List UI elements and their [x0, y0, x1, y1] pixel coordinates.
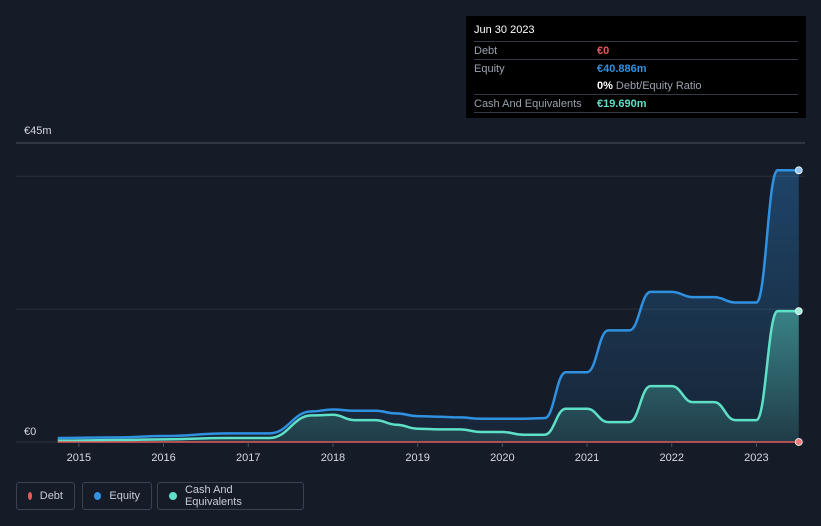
tooltip-ratio-label: Debt/Equity Ratio	[615, 79, 702, 92]
x-tick-label: 2016	[151, 452, 175, 464]
x-tick-label: 2019	[405, 452, 429, 464]
legend-cash-label: Cash And Equivalents	[184, 484, 242, 508]
cash-line	[57, 309, 799, 442]
x-tick-label: 2021	[575, 452, 599, 464]
legend-debt-label: Debt	[39, 490, 63, 502]
x-tick-label: 2023	[744, 452, 768, 464]
debt-dot-icon	[28, 492, 32, 500]
series-areas	[57, 170, 799, 442]
x-tick-label: 2020	[490, 452, 514, 464]
cash-dot-icon	[169, 492, 177, 500]
tooltip-date: Jun 30 2023	[474, 24, 535, 36]
cash-area	[57, 311, 799, 442]
series-lines	[57, 168, 799, 443]
equity-dot-icon	[94, 492, 102, 500]
legend-item-debt[interactable]: Debt	[16, 482, 75, 510]
tooltip-cash-value: €19.690m	[597, 97, 647, 110]
tooltip-row-ratio: 0% Debt/Equity Ratio	[474, 77, 798, 94]
cash-end-point	[794, 307, 803, 316]
x-tick-label: 2015	[67, 452, 91, 464]
x-tick-label: 2017	[236, 452, 260, 464]
end-markers	[794, 166, 803, 446]
tooltip-row-equity: Equity €40.886m	[474, 59, 798, 77]
legend-item-cash[interactable]: Cash And Equivalents	[157, 482, 304, 510]
tooltip-equity-value: €40.886m	[597, 62, 647, 75]
legend-equity-label: Equity	[109, 490, 140, 502]
equity-area	[57, 170, 799, 442]
debt-end-point	[794, 438, 803, 446]
y-tick-label-max: €45m	[24, 125, 52, 137]
y-tick-label-zero: €0	[24, 426, 37, 438]
tooltip-debt-label: Debt	[474, 44, 498, 57]
equity-line	[57, 168, 799, 440]
tooltip-ratio-value: 0%	[597, 79, 613, 92]
tooltip-cash-label: Cash And Equivalents	[474, 97, 582, 110]
tooltip-row-cash: Cash And Equivalents €19.690m	[474, 94, 798, 113]
tooltip-equity-label: Equity	[474, 62, 505, 75]
tooltip-debt-value: €0	[597, 44, 610, 57]
equity-end-point	[794, 166, 803, 175]
tooltip-row-debt: Debt €0	[474, 41, 798, 59]
x-tick-label: 2018	[321, 452, 345, 464]
x-tick-label: 2022	[659, 452, 683, 464]
x-axis-ticks: 2015 2016 2017 2018 2019 2020 2021 2022 2023	[67, 442, 769, 464]
tooltip-panel: Jun 30 2023 Debt €0 Equity €40.886m 0% D…	[466, 16, 806, 118]
legend-item-equity[interactable]: Equity	[82, 482, 152, 510]
